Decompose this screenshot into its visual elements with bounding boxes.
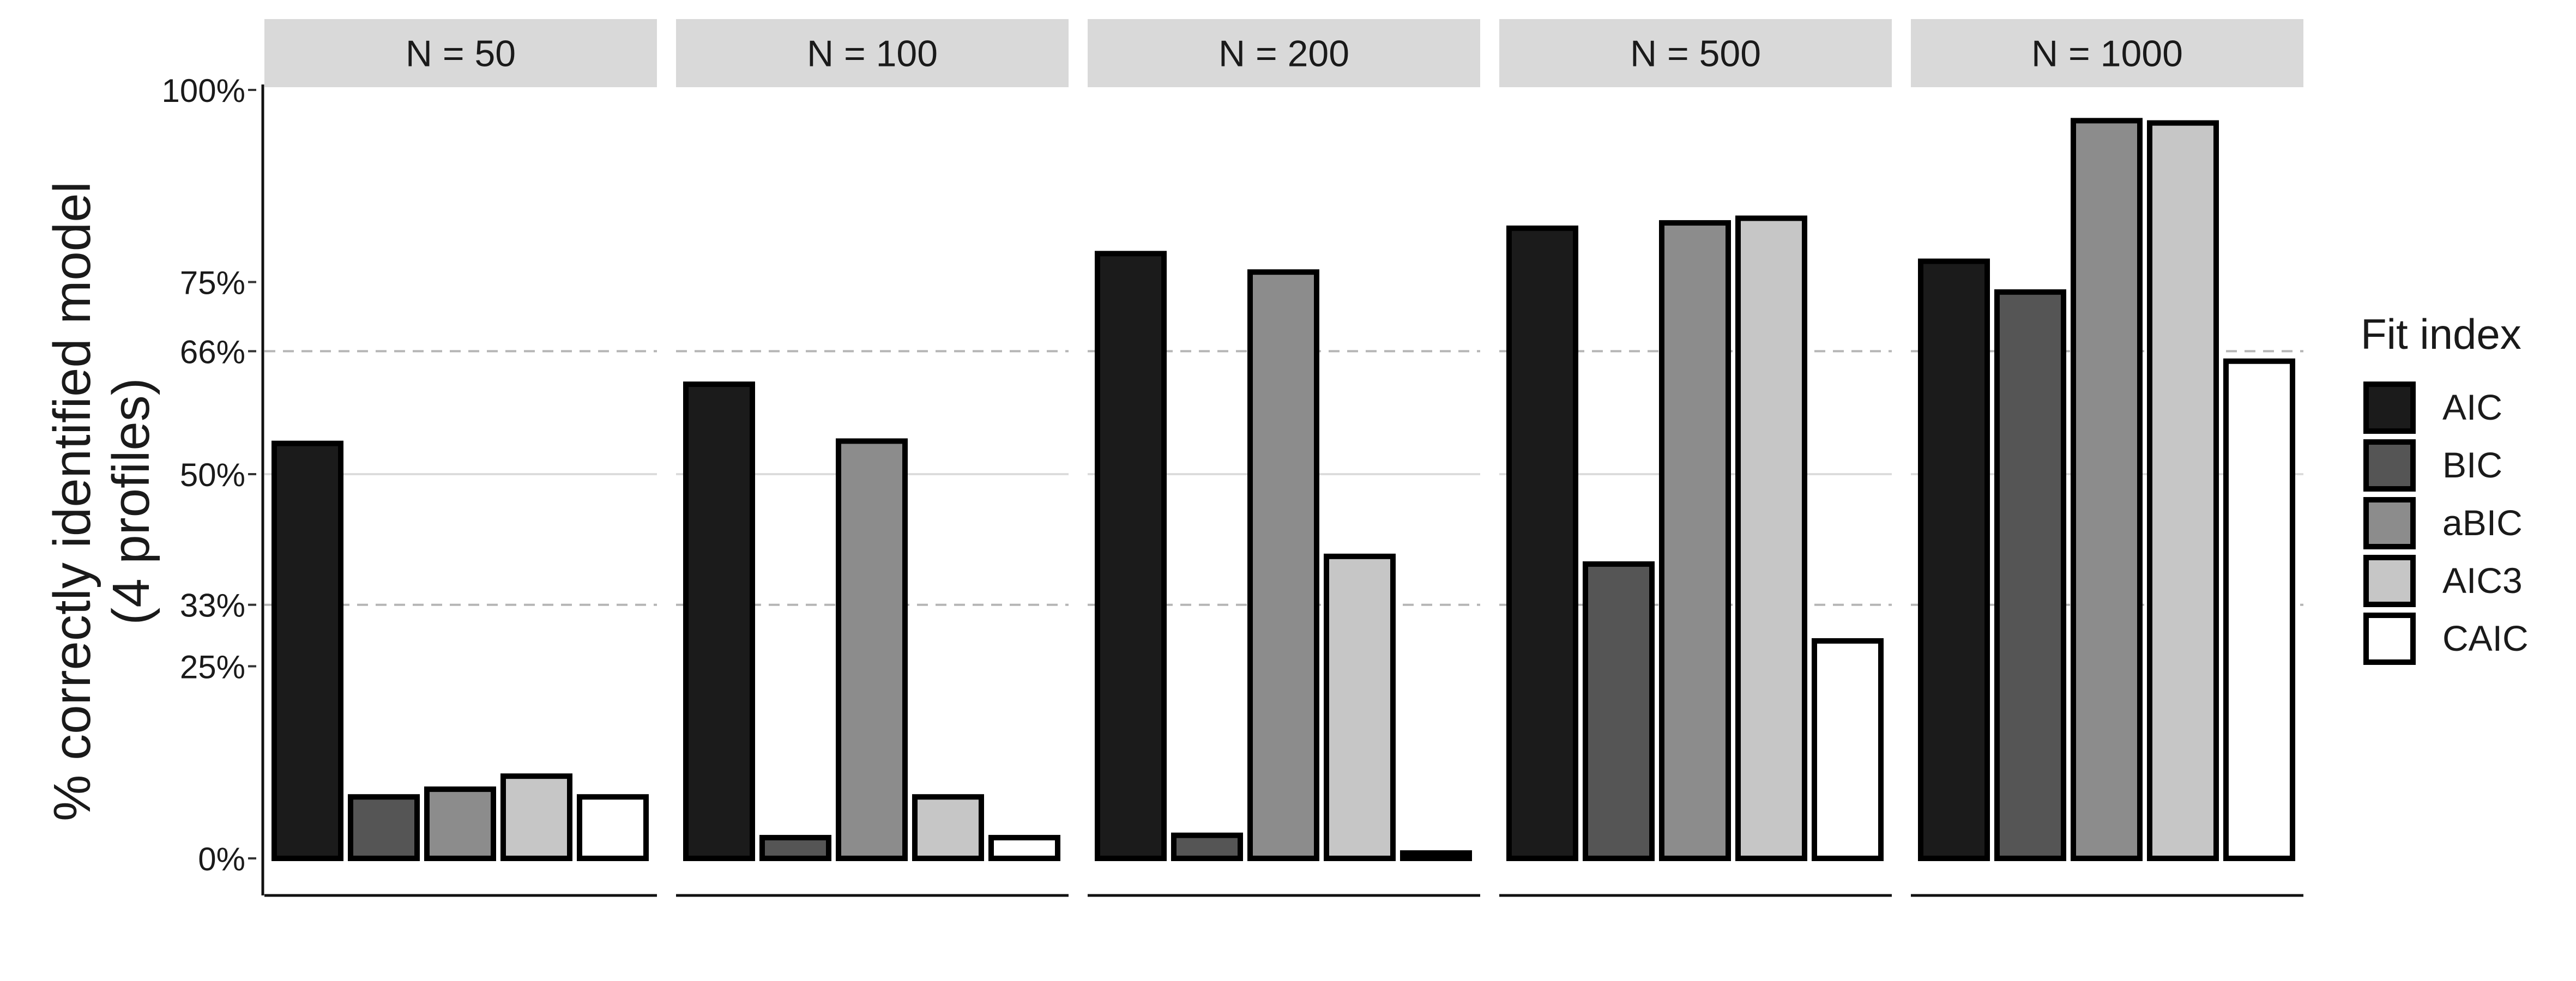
legend-swatch xyxy=(2363,439,2416,492)
bar xyxy=(759,834,831,862)
facet-strip xyxy=(1911,19,2303,87)
facet-panel: N = 50 xyxy=(264,19,657,897)
bar xyxy=(1400,850,1472,862)
facet-strip xyxy=(264,19,657,87)
bar xyxy=(836,438,908,861)
facet-strip xyxy=(676,19,1069,87)
y-tick-label: 0% xyxy=(198,841,245,877)
bar xyxy=(348,794,420,861)
facet-strip-label: N = 100 xyxy=(807,33,938,75)
facet-strip-label: N = 1000 xyxy=(2031,33,2183,75)
legend-items: AIC BIC aBIC AIC3 CAIC xyxy=(2363,382,2529,665)
bar xyxy=(424,786,496,861)
y-tick-label: 50% xyxy=(180,457,245,493)
legend-swatch xyxy=(2363,497,2416,549)
y-tick-label: 33% xyxy=(180,588,245,624)
bar xyxy=(272,440,343,861)
bar xyxy=(912,794,984,861)
legend-label: AIC xyxy=(2442,387,2502,427)
bar xyxy=(988,834,1060,862)
bar xyxy=(2071,118,2143,861)
legend-swatch xyxy=(2363,555,2416,607)
legend-label: BIC xyxy=(2442,445,2502,485)
legend-label: CAIC xyxy=(2442,618,2529,658)
bar xyxy=(683,382,755,861)
legend-label: AIC3 xyxy=(2442,560,2523,601)
legend: Fit index AIC BIC aBIC AIC3 CAIC xyxy=(2361,310,2529,665)
facet-panel: N = 500 xyxy=(1499,19,1892,897)
bar xyxy=(1095,251,1167,862)
y-tick-label: 100% xyxy=(162,72,245,109)
bar xyxy=(2223,358,2295,861)
y-axis-title: % correctly identified model(4 profiles) xyxy=(43,181,160,821)
bar xyxy=(1994,289,2066,862)
bar xyxy=(1324,553,1396,861)
bar xyxy=(577,794,649,861)
legend-swatch xyxy=(2363,382,2416,434)
facet-panels: N = 50 N = 100 N = 200 N = 500 N = 1000 xyxy=(264,19,2303,897)
bar xyxy=(2147,120,2219,861)
bar xyxy=(1659,220,1731,861)
legend-swatch xyxy=(2363,613,2416,665)
facet-strip-label: N = 200 xyxy=(1218,33,1349,75)
bar xyxy=(1171,832,1243,861)
legend-title: Fit index xyxy=(2361,310,2521,358)
y-axis: 0% 25% 33% 50% 66% 75% 100% xyxy=(162,72,264,895)
facet-strip-label: N = 500 xyxy=(1630,33,1761,75)
bar xyxy=(500,773,572,861)
bar xyxy=(1506,225,1578,861)
bar xyxy=(1918,258,1990,861)
bar xyxy=(1735,215,1807,862)
bar xyxy=(1583,561,1655,861)
facet-panel: N = 100 xyxy=(676,19,1069,897)
y-tick-label: 25% xyxy=(180,649,245,686)
legend-label: aBIC xyxy=(2442,502,2523,543)
bar xyxy=(1812,638,1884,861)
y-tick-label: 66% xyxy=(180,334,245,370)
facet-panel: N = 1000 xyxy=(1911,19,2303,897)
y-tick-label: 75% xyxy=(180,265,245,301)
facet-panel: N = 200 xyxy=(1088,19,1480,897)
facet-strip xyxy=(1088,19,1480,87)
facet-strip xyxy=(1499,19,1892,87)
bar xyxy=(1247,269,1319,861)
facet-strip-label: N = 50 xyxy=(406,33,516,75)
